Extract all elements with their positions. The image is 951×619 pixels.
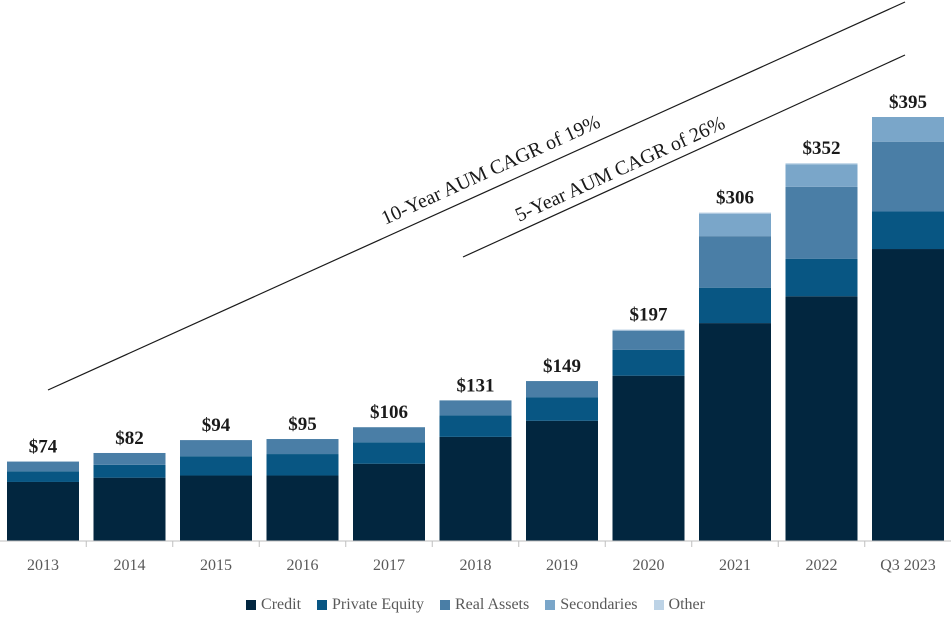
bar-segment-private-equity-6 (526, 397, 598, 421)
total-label-8: $306 (716, 188, 754, 209)
x-tick-label-3: 2016 (287, 557, 319, 574)
five-year-trend-line (462, 54, 906, 258)
x-tick-label-8: 2021 (719, 557, 751, 574)
bar-segment-other-8 (699, 212, 771, 214)
bar-segment-private-equity-1 (93, 464, 166, 478)
total-label-10: $395 (889, 92, 927, 113)
bar-segment-real-assets-6 (526, 381, 598, 398)
bar-segment-real-assets-0 (7, 461, 79, 472)
legend-item-real-assets: Real Assets (440, 596, 529, 614)
x-axis-ticks-group: 2013 2014 2015 2016 2017 2018 2019 2020 2021 2022… (27, 541, 936, 574)
bar-segment-credit-10 (872, 249, 944, 541)
bar-segment-secondaries-9 (785, 164, 858, 187)
legend-item-private-equity: Private Equity (317, 596, 424, 614)
bar-segment-real-assets-5 (439, 400, 512, 416)
legend-swatch (317, 600, 328, 610)
bar-segment-private-equity-7 (612, 349, 685, 376)
bar-segment-private-equity-8 (699, 287, 771, 324)
bar-segment-credit-3 (266, 475, 339, 541)
total-label-2: $94 (202, 415, 231, 436)
bar-segment-real-assets-7 (612, 330, 685, 350)
ten-year-cagr-annotation: 10-Year AUM CAGR of 19% (378, 111, 604, 230)
x-tick-label-9: 2022 (806, 557, 838, 574)
total-label-9: $352 (803, 138, 841, 159)
bar-segment-private-equity-5 (439, 415, 512, 437)
legend-label: Credit (261, 596, 302, 613)
bar-segment-other-9 (785, 163, 858, 165)
bars-group (7, 117, 944, 541)
bar-segment-credit-7 (612, 375, 685, 541)
bar-segment-credit-8 (699, 323, 771, 541)
ten-year-trend-line (47, 1, 906, 391)
bar-segment-real-assets-4 (353, 427, 425, 443)
x-tick-label-7: 2020 (633, 557, 665, 574)
bar-segment-private-equity-0 (7, 471, 79, 482)
legend-swatch (440, 600, 450, 610)
bar-segment-private-equity-9 (785, 258, 858, 297)
bar-segment-credit-1 (93, 477, 166, 541)
legend-label: Other (668, 596, 705, 613)
bar-segment-real-assets-9 (785, 186, 858, 259)
bar-segment-credit-2 (180, 475, 252, 541)
bar-segment-real-assets-10 (872, 141, 944, 212)
bar-segment-credit-0 (7, 481, 79, 541)
total-label-3: $95 (288, 414, 317, 435)
x-tick-label-0: 2013 (27, 557, 59, 574)
bar-segment-secondaries-10 (872, 117, 944, 142)
x-tick-label-10: Q3 2023 (880, 557, 936, 574)
bar-segment-credit-6 (526, 420, 598, 541)
legend-swatch (653, 600, 664, 610)
bar-segment-credit-5 (439, 436, 512, 541)
x-tick-label-5: 2018 (460, 557, 492, 574)
legend: Credit Private Equity Real Assets Secondari… (0, 596, 951, 614)
bar-segment-real-assets-1 (93, 452, 166, 465)
legend-swatch (545, 600, 556, 610)
legend-item-other: Other (653, 596, 705, 614)
bar-segment-secondaries-8 (699, 213, 771, 237)
x-tick-label-4: 2017 (373, 557, 405, 574)
bar-segment-private-equity-3 (266, 454, 339, 476)
legend-item-secondaries: Secondaries (545, 596, 638, 614)
legend-swatch (246, 600, 257, 610)
total-labels-group: $74 $82 $94 $95 $106 $131 $149 $197 $306 $352 $395 (29, 92, 927, 458)
x-tick-label-2: 2015 (200, 557, 232, 574)
legend-label: Real Assets (455, 596, 530, 613)
bar-segment-real-assets-3 (266, 439, 339, 455)
x-tick-label-1: 2014 (114, 557, 146, 574)
legend-label: Secondaries (560, 596, 638, 613)
bar-segment-real-assets-8 (699, 236, 771, 288)
bar-segment-other-7 (612, 329, 685, 331)
bar-segment-private-equity-4 (353, 442, 425, 464)
total-label-1: $82 (115, 428, 144, 449)
total-label-4: $106 (370, 402, 408, 423)
total-label-6: $149 (543, 356, 581, 377)
legend-label: Private Equity (332, 596, 424, 613)
x-tick-label-6: 2019 (546, 557, 578, 574)
bar-segment-private-equity-2 (180, 456, 252, 476)
total-label-0: $74 (29, 437, 58, 458)
bar-segment-real-assets-2 (180, 440, 252, 457)
five-year-cagr-annotation: 5-Year AUM CAGR of 26% (512, 112, 729, 227)
total-label-7: $197 (630, 305, 669, 326)
total-label-5: $131 (457, 375, 495, 396)
bar-segment-credit-4 (353, 463, 425, 541)
bar-segment-private-equity-10 (872, 211, 944, 250)
legend-item-credit: Credit (246, 596, 301, 614)
bar-segment-credit-9 (785, 296, 858, 541)
